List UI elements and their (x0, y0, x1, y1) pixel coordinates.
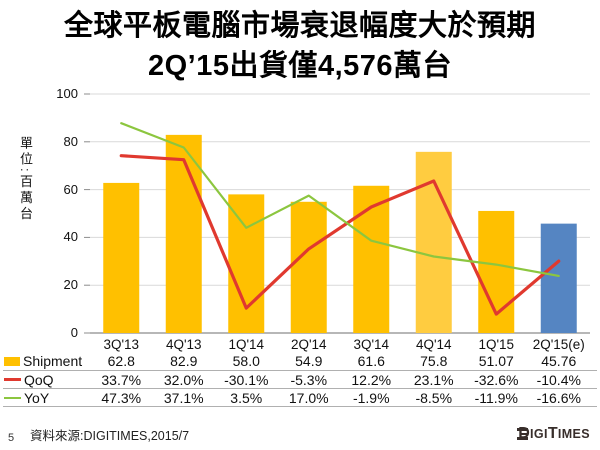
chart-title-line2: 2Q’15出貨僅4,576萬台 (147, 50, 453, 82)
table-cell-yoy: -16.6% (536, 390, 581, 406)
legend-item-qoq: QoQ (4, 372, 54, 388)
bar-2Q'15(e) (540, 223, 577, 333)
legend-item-yoy: YoY (4, 390, 49, 406)
category-label: 1Q'14 (228, 337, 265, 352)
bar-4Q'13 (165, 134, 202, 333)
y-tick-label: 60 (63, 181, 78, 197)
table-cell-qoq: -30.1% (224, 371, 269, 388)
table-cell-qoq: 23.1% (413, 371, 454, 388)
table-cell-shipment: 58.0 (232, 353, 260, 369)
table-divider (3, 369, 597, 371)
logo-text: DIGITIMES (518, 425, 590, 443)
table-cell-yoy: 47.3% (101, 390, 142, 406)
table-cell-qoq: 32.0% (163, 371, 204, 388)
logo-stripes-icon (517, 428, 529, 440)
y-tick-label: 20 (63, 277, 78, 293)
legend-label: QoQ (24, 371, 54, 388)
logo-text-part: IGI (529, 427, 548, 441)
line-yoy (120, 122, 560, 277)
category-label: 3Q'13 (103, 337, 140, 352)
digitimes-logo: DIGITIMES (517, 425, 590, 443)
table-cell-yoy: -1.9% (352, 390, 390, 406)
table-cell-shipment: 75.8 (420, 353, 448, 369)
table-cell-yoy: 37.1% (163, 390, 204, 406)
logo-text-part: T (547, 425, 558, 442)
category-label: 3Q'14 (353, 337, 390, 352)
chart-title: 全球平板電腦市場衰退幅度大於預期 2Q’15出貨僅4,576萬台 (0, 6, 600, 86)
table-divider (3, 406, 597, 407)
legend-item-shipment: Shipment (4, 353, 82, 369)
table-cell-shipment: 45.76 (541, 353, 577, 369)
table-cell-yoy: 17.0% (288, 390, 329, 406)
logo-text-part: IMES (557, 427, 590, 441)
y-tick-label: 0 (70, 325, 78, 340)
category-label: 2Q'15(e) (532, 337, 585, 352)
bar-2Q'14 (290, 201, 327, 333)
bar-1Q'14 (228, 194, 265, 333)
table-cell-shipment: 62.8 (107, 353, 135, 369)
table-cell-yoy: 3.5% (230, 390, 263, 406)
table-cell-shipment: 61.6 (357, 353, 385, 369)
y-axis-unit-label: 單位:百萬台 (18, 136, 33, 223)
table-cell-qoq: 33.7% (101, 371, 142, 388)
line-qoq (119, 154, 561, 316)
table-cell-shipment: 54.9 (295, 353, 323, 369)
y-tick-label: 40 (63, 229, 78, 245)
category-label: 4Q'13 (165, 337, 202, 352)
table-divider (3, 388, 597, 389)
legend-swatch-bar-icon (4, 356, 20, 366)
source-note: 資料來源:DIGITIMES,2015/7 (30, 429, 190, 443)
y-tick-label: 80 (63, 133, 78, 149)
table-cell-yoy: -8.5% (415, 390, 453, 406)
category-label: 4Q'14 (415, 337, 452, 352)
table-cell-qoq: 12.2% (351, 371, 392, 388)
y-tick-label: 100 (56, 86, 78, 101)
table-cell-yoy: -11.9% (474, 390, 518, 406)
legend-label: YoY (24, 390, 50, 406)
legend-swatch-line-icon (4, 396, 21, 400)
bar-4Q'14 (415, 151, 452, 333)
table-cell-qoq: -5.3% (290, 371, 328, 388)
table-cell-qoq: -10.4% (536, 371, 581, 388)
legend-swatch-line-icon (4, 377, 21, 382)
table-cell-qoq: -32.6% (474, 371, 519, 388)
table-cell-shipment: 51.07 (478, 353, 514, 369)
logo-text-part: D (518, 425, 530, 442)
table-cell-shipment: 82.9 (170, 353, 198, 369)
bar-3Q'13 (103, 182, 140, 333)
category-label: 1Q'15 (478, 337, 515, 352)
page-number: 5 (8, 432, 15, 444)
legend-label: Shipment (23, 353, 83, 369)
category-label: 2Q'14 (290, 337, 327, 352)
chart-title-line1: 全球平板電腦市場衰退幅度大於預期 (63, 10, 536, 42)
bar-3Q'14 (353, 185, 390, 333)
